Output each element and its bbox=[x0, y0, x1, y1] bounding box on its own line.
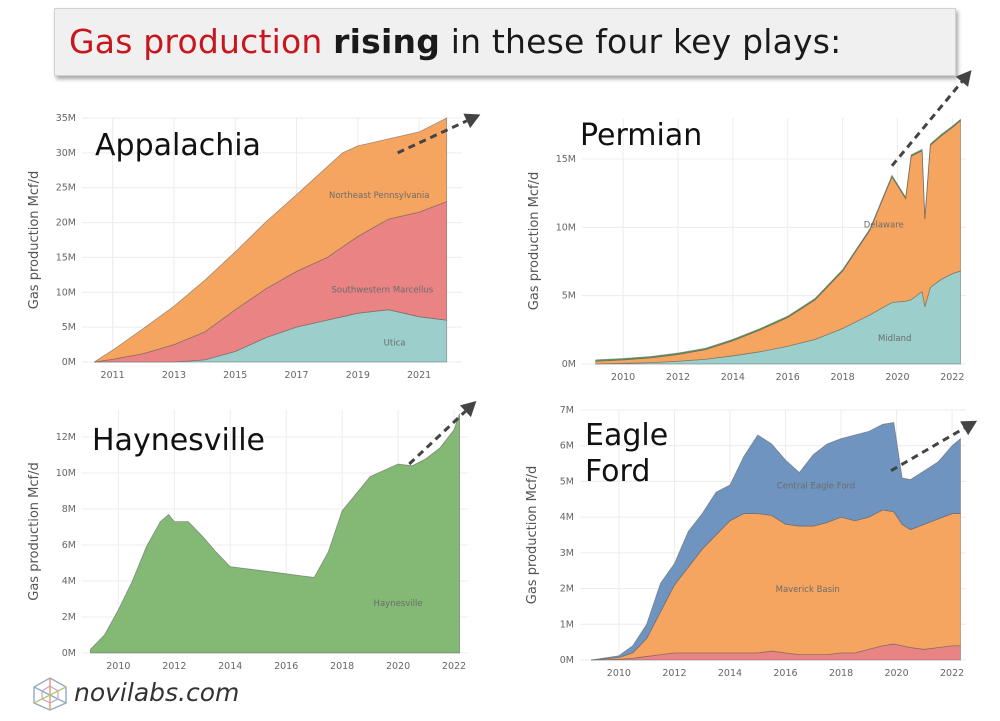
y-tick-label: 1M bbox=[560, 619, 574, 630]
y-tick-label: 0M bbox=[62, 357, 76, 368]
x-tick-label: 2021 bbox=[407, 370, 431, 381]
title-part-rest: in these four key plays: bbox=[440, 22, 842, 61]
novilabs-logo: novilabs.com bbox=[30, 674, 270, 714]
x-tick-label: 2019 bbox=[346, 370, 370, 381]
x-tick-label: 2018 bbox=[330, 661, 354, 672]
chart-eagle-ford: 0M 1M 2M 3M 4M 5M 6M 7M 2010 2012 2014 2016 2018 2020… bbox=[525, 405, 978, 679]
y-tick-label: 8M bbox=[62, 504, 76, 515]
x-tick-label: 2014 bbox=[218, 661, 242, 672]
y-axis-label: Gas production Mcf/d bbox=[27, 462, 42, 600]
x-tick-label: 2014 bbox=[721, 372, 745, 383]
title-part-rising: rising bbox=[333, 22, 441, 61]
y-tick-label: 10M bbox=[56, 468, 76, 479]
y-tick-label: 4M bbox=[560, 512, 574, 523]
x-tick-label: 2018 bbox=[830, 372, 854, 383]
y-tick-label: 12M bbox=[56, 432, 76, 443]
chart-haynesville: 0M 2M 4M 6M 8M 10M 12M 2010 2012 2014 2016 2018 2020… bbox=[27, 401, 477, 672]
x-tick-label: 2020 bbox=[885, 372, 909, 383]
trend-arrow-line bbox=[408, 410, 467, 466]
series-label-central-eagle-ford: Central Eagle Ford bbox=[777, 482, 855, 492]
x-tick-label: 2022 bbox=[940, 668, 964, 679]
y-tick-label: 25M bbox=[56, 183, 76, 194]
x-tick-label: 2012 bbox=[162, 661, 186, 672]
x-tick-label: 2010 bbox=[611, 372, 635, 383]
play-label-haynesville: Haynesville bbox=[92, 423, 265, 458]
novilabs-logo-icon bbox=[33, 677, 67, 711]
trend-arrow-line bbox=[397, 119, 468, 155]
x-tick-label: 2015 bbox=[223, 370, 247, 381]
y-tick-label: 2M bbox=[560, 584, 574, 595]
series-label-utica: Utica bbox=[384, 338, 406, 348]
series-label-delaware: Delaware bbox=[864, 220, 904, 230]
trend-arrow-head bbox=[955, 70, 972, 87]
x-tick-label: 2010 bbox=[106, 661, 130, 672]
y-tick-label: 15M bbox=[56, 252, 76, 263]
chart-appalachia: 0M 5M 10M 15M 20M 25M 30M 35M 2011 2013 2015 2017 20… bbox=[27, 113, 481, 381]
x-tick-label: 2016 bbox=[776, 372, 800, 383]
trend-arrow-line bbox=[890, 80, 964, 167]
y-tick-label: 6M bbox=[62, 540, 76, 551]
x-tick-label: 2013 bbox=[162, 370, 186, 381]
x-tick-label: 2022 bbox=[940, 372, 964, 383]
trend-arrow-line bbox=[890, 426, 965, 473]
x-tick-label: 2022 bbox=[442, 661, 466, 672]
x-tick-label: 2012 bbox=[666, 372, 690, 383]
y-tick-label: 35M bbox=[56, 113, 76, 124]
x-tick-label: 2010 bbox=[607, 668, 631, 679]
trend-arrow-head bbox=[960, 420, 978, 436]
y-tick-label: 5M bbox=[62, 322, 76, 333]
y-tick-label: 7M bbox=[560, 405, 574, 416]
play-label-appalachia: Appalachia bbox=[95, 128, 261, 163]
series-area-northeast-pennsylvania bbox=[94, 117, 448, 363]
play-label-permian: Permian bbox=[580, 118, 702, 153]
y-tick-label: 0M bbox=[62, 648, 76, 659]
x-tick-label: 2018 bbox=[829, 668, 853, 679]
x-tick-label: 2016 bbox=[773, 668, 797, 679]
y-tick-label: 10M bbox=[56, 287, 76, 298]
x-tick-label: 2012 bbox=[662, 668, 686, 679]
y-axis-label: Gas production Mcf/d bbox=[527, 172, 542, 310]
series-area-central-eagle-ford bbox=[591, 422, 961, 661]
y-tick-label: 30M bbox=[56, 148, 76, 159]
y-tick-label: 5M bbox=[562, 291, 576, 302]
y-axis-label: Gas production Mcf/d bbox=[525, 466, 540, 604]
y-tick-label: 15M bbox=[556, 154, 576, 165]
y-tick-label: 2M bbox=[62, 612, 76, 623]
page-title: Gas production rising in these four key … bbox=[69, 22, 841, 61]
y-tick-label: 4M bbox=[62, 576, 76, 587]
y-tick-label: 10M bbox=[556, 222, 576, 233]
x-tick-label: 2020 bbox=[386, 661, 410, 672]
x-tick-label: 2020 bbox=[884, 668, 908, 679]
trend-arrow-head bbox=[459, 401, 477, 418]
series-label-haynesville: Haynesville bbox=[374, 599, 423, 609]
title-banner: Gas production rising in these four key … bbox=[54, 8, 956, 76]
y-tick-label: 0M bbox=[562, 359, 576, 370]
y-tick-label: 5M bbox=[560, 476, 574, 487]
series-label-midland: Midland bbox=[878, 334, 911, 344]
series-label-southwestern-marcellus: Southwestern Marcellus bbox=[332, 285, 434, 295]
title-part-gas-production: Gas production bbox=[69, 22, 334, 61]
series-area-layer-2 bbox=[595, 118, 961, 362]
y-tick-label: 6M bbox=[560, 441, 574, 452]
x-tick-label: 2017 bbox=[284, 370, 308, 381]
y-tick-label: 3M bbox=[560, 548, 574, 559]
series-area-haynesville bbox=[89, 413, 461, 654]
y-axis-label: Gas production Mcf/d bbox=[27, 171, 42, 309]
x-tick-label: 2011 bbox=[101, 370, 125, 381]
series-label-northeast-pennsylvania: Northeast Pennsylvania bbox=[329, 191, 430, 201]
y-tick-label: 20M bbox=[56, 218, 76, 229]
logo-text: novilabs.com bbox=[74, 678, 240, 707]
play-label-eagle-ford: Eagle Ford bbox=[585, 418, 668, 489]
x-tick-label: 2016 bbox=[274, 661, 298, 672]
chart-permian: 0M 5M 10M 15M 2010 2012 2014 2016 2018 2020 2022 De… bbox=[527, 70, 972, 383]
trend-arrow-head bbox=[463, 113, 481, 129]
y-tick-label: 0M bbox=[560, 655, 574, 666]
x-tick-label: 2014 bbox=[718, 668, 742, 679]
series-label-maverick-basin: Maverick Basin bbox=[776, 585, 840, 595]
